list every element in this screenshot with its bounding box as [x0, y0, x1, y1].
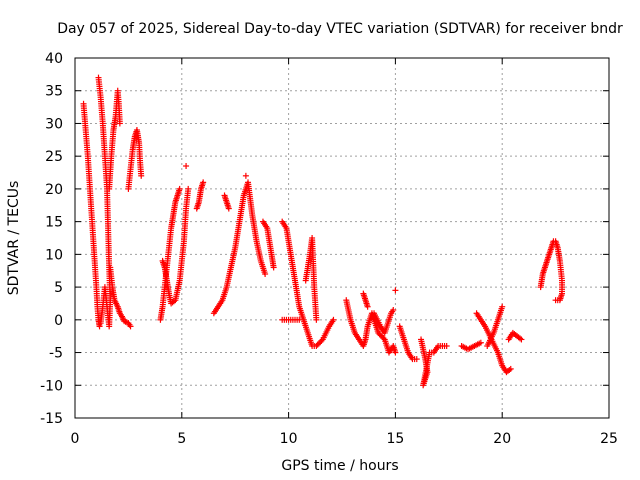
data-point — [443, 343, 450, 349]
y-axis: -15 -10 -5 0 5 10 15 20 25 30 35 40 — [40, 51, 609, 427]
data-point — [138, 172, 145, 179]
y-tick-label: 5 — [54, 280, 63, 296]
data-point — [262, 271, 269, 277]
y-tick-label: 0 — [54, 313, 63, 329]
y-tick-label: 25 — [45, 149, 63, 165]
y-tick-label: 35 — [45, 84, 63, 100]
y-tick-label: 15 — [45, 215, 63, 231]
data-point — [318, 337, 325, 344]
y-axis-label: SDTVAR / TECUs — [6, 181, 22, 296]
data-point — [380, 335, 387, 342]
data-point — [552, 297, 559, 304]
data-point — [96, 323, 103, 330]
data-point — [270, 264, 277, 271]
data-point — [313, 316, 320, 323]
data-point — [127, 323, 134, 330]
y-tick-label: 30 — [45, 116, 63, 132]
y-tick-label: 40 — [45, 51, 63, 67]
data-point — [392, 349, 399, 356]
data-point — [364, 303, 371, 310]
chart-title: Day 057 of 2025, Sidereal Day-to-day VTE… — [57, 21, 623, 37]
data-point — [477, 339, 484, 346]
y-tick-label: -5 — [49, 346, 63, 362]
grid-lines — [75, 58, 609, 418]
y-tick-label: -10 — [40, 378, 63, 394]
data-points — [80, 74, 566, 389]
data-point — [296, 316, 303, 323]
data-point — [200, 179, 207, 186]
data-point — [183, 163, 190, 169]
y-tick-label: 10 — [45, 247, 63, 263]
data-point — [392, 287, 399, 294]
data-point — [116, 120, 123, 127]
x-tick-label: 5 — [177, 431, 186, 447]
data-point — [185, 185, 192, 192]
x-tick-label: 25 — [600, 431, 618, 447]
y-tick-label: 20 — [45, 182, 63, 198]
x-axis: 0 5 10 15 20 25 — [71, 58, 618, 447]
data-point — [97, 320, 104, 327]
x-tick-label: 20 — [493, 431, 511, 447]
data-point — [225, 205, 232, 212]
data-point — [507, 365, 514, 372]
data-point — [518, 336, 525, 343]
x-axis-label: GPS time / hours — [281, 458, 398, 474]
x-tick-label: 0 — [71, 431, 80, 447]
x-tick-label: 10 — [280, 431, 298, 447]
data-point — [330, 316, 337, 323]
data-point — [176, 185, 183, 192]
x-tick-label: 15 — [386, 431, 404, 447]
data-point — [499, 303, 506, 310]
data-point — [242, 172, 249, 179]
data-point — [390, 307, 397, 313]
data-point — [413, 356, 420, 363]
y-tick-label: -15 — [40, 411, 63, 427]
plot-frame — [74, 57, 610, 419]
